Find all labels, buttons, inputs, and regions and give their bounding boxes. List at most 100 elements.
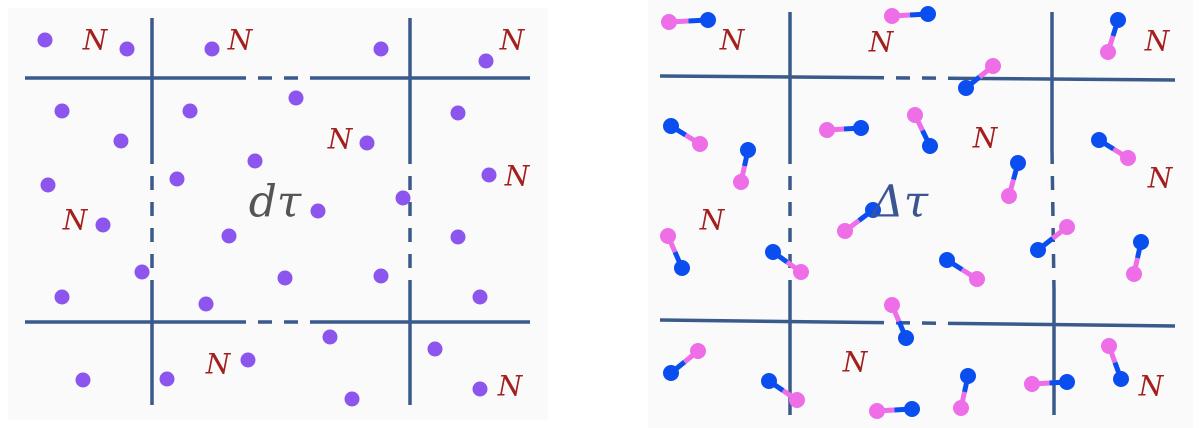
atom-pink — [661, 14, 677, 30]
atom — [134, 264, 150, 280]
cell-count-label-n: N — [327, 123, 354, 156]
molecule — [869, 401, 920, 419]
atom-pink — [1120, 150, 1136, 166]
molecule — [1100, 12, 1126, 60]
atom — [395, 190, 411, 206]
atom — [182, 103, 198, 119]
atom — [359, 135, 375, 151]
atom — [204, 41, 220, 57]
atom-pink — [1101, 338, 1117, 354]
atom — [427, 341, 443, 357]
grid-line-h — [961, 321, 1176, 328]
grid-line-h — [659, 74, 871, 80]
grid-line-h — [961, 76, 1176, 82]
cell-count-label-n: N — [504, 160, 531, 193]
atom-blue — [904, 401, 920, 417]
atom-blue — [922, 138, 938, 154]
molecule — [761, 373, 805, 408]
atom — [119, 41, 135, 57]
molecule — [907, 107, 938, 154]
atom — [288, 90, 304, 106]
atom-blue — [1091, 132, 1107, 148]
cell-count-label-n: N — [719, 24, 746, 57]
atom — [75, 372, 91, 388]
molecule — [939, 252, 985, 287]
cell-count-label-n: N — [497, 370, 524, 403]
atom-blue — [960, 368, 976, 384]
molecule — [837, 202, 881, 239]
atom — [450, 105, 466, 121]
molecule — [1091, 132, 1136, 166]
grid-line-v-dashed — [1050, 149, 1056, 291]
atom — [322, 329, 338, 345]
molecule — [1126, 234, 1149, 282]
atom — [37, 32, 53, 48]
atom-blue — [765, 244, 781, 260]
right-panel-bg — [648, 0, 1193, 428]
atom-blue — [958, 80, 974, 96]
atom-pink — [869, 403, 885, 419]
atom — [95, 217, 111, 233]
atom — [221, 228, 237, 244]
atom-blue — [1010, 155, 1026, 171]
cell-count-label-n: N — [227, 24, 254, 57]
atom-pink — [907, 107, 923, 123]
atom — [198, 296, 214, 312]
atom — [373, 268, 389, 284]
atom-pink — [1100, 44, 1116, 60]
atom-pink — [793, 264, 809, 280]
cell-count-label-n: N — [62, 204, 89, 237]
cell-count-label-n: N — [842, 346, 869, 379]
molecule — [663, 343, 706, 381]
molecule — [819, 120, 869, 138]
atom-blue — [853, 120, 869, 136]
molecule — [884, 297, 914, 346]
atom — [40, 177, 56, 193]
atom-pink — [985, 58, 1001, 74]
atom-blue — [740, 142, 756, 158]
atom-blue — [674, 260, 690, 276]
atom — [450, 229, 466, 245]
molecule — [953, 368, 976, 416]
atom — [54, 103, 70, 119]
molecule — [1030, 219, 1075, 258]
atom — [113, 133, 129, 149]
atom-pink — [819, 122, 835, 138]
atom-blue — [663, 118, 679, 134]
atom-blue — [898, 330, 914, 346]
cell-count-label-n: N — [972, 122, 999, 155]
atom — [472, 381, 488, 397]
atom — [478, 53, 494, 69]
cell-count-label-n: N — [1147, 162, 1174, 195]
atom-blue — [663, 365, 679, 381]
molecule — [1024, 374, 1075, 392]
atom — [159, 371, 175, 387]
atom-pink — [1001, 188, 1017, 204]
molecule — [1001, 155, 1026, 204]
molecule — [765, 244, 809, 280]
volume-element-label: Δτ — [870, 177, 929, 228]
cell-count-label-n: N — [868, 26, 895, 59]
atom — [240, 352, 256, 368]
molecule — [733, 142, 756, 190]
molecule — [1101, 338, 1129, 387]
atom-pink — [690, 343, 706, 359]
atom-blue — [761, 373, 777, 389]
atom — [247, 153, 263, 169]
atom-pink — [660, 228, 676, 244]
grid-line-h — [659, 318, 871, 325]
cell-count-label-n: N — [499, 24, 526, 57]
cell-count-label-n: N — [1144, 25, 1171, 58]
atom-blue — [1110, 12, 1126, 28]
atom-pink — [1059, 219, 1075, 235]
atom-pink — [692, 136, 708, 152]
cell-count-label-n: N — [82, 24, 109, 57]
atom-pink — [733, 174, 749, 190]
atom-pink — [789, 392, 805, 408]
atom — [481, 167, 497, 183]
atom-blue — [1059, 374, 1075, 390]
atom-pink — [837, 223, 853, 239]
atom — [169, 171, 185, 187]
